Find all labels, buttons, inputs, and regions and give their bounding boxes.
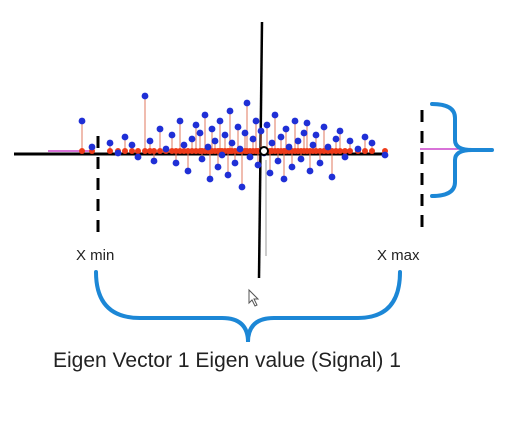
mouse-pointer-icon xyxy=(248,288,260,307)
data-point xyxy=(280,175,288,183)
data-point xyxy=(150,157,158,165)
origin-marker xyxy=(259,146,269,156)
data-point xyxy=(236,145,244,153)
data-point xyxy=(168,131,176,139)
data-point xyxy=(114,149,122,157)
data-point xyxy=(146,137,154,145)
data-point xyxy=(162,145,170,153)
data-point xyxy=(268,139,276,147)
data-point xyxy=(282,125,290,133)
data-point xyxy=(224,171,232,179)
data-point xyxy=(226,107,234,115)
data-point xyxy=(231,159,239,167)
projected-point xyxy=(337,148,343,154)
data-point xyxy=(201,111,209,119)
projected-point xyxy=(122,148,128,154)
data-point xyxy=(241,129,249,137)
data-point xyxy=(320,123,328,131)
data-point xyxy=(156,125,164,133)
projected-point xyxy=(129,148,135,154)
data-point xyxy=(285,143,293,151)
projected-point xyxy=(157,148,163,154)
projected-point xyxy=(151,148,157,154)
data-point xyxy=(243,99,251,107)
projected-point xyxy=(79,148,85,154)
projected-point xyxy=(342,148,348,154)
data-point xyxy=(172,159,180,167)
data-point xyxy=(134,153,142,161)
projected-point xyxy=(107,148,113,154)
data-point xyxy=(106,139,114,147)
data-point xyxy=(291,117,299,125)
data-point xyxy=(238,183,246,191)
data-point xyxy=(312,131,320,139)
data-point xyxy=(288,163,296,171)
data-point xyxy=(354,145,362,153)
data-point xyxy=(381,151,389,159)
data-point xyxy=(341,153,349,161)
data-point xyxy=(88,143,96,151)
data-point xyxy=(332,135,340,143)
data-point xyxy=(214,163,222,171)
data-point xyxy=(196,129,204,137)
data-point xyxy=(218,151,226,159)
projected-point xyxy=(347,148,353,154)
data-point xyxy=(277,133,285,141)
data-point xyxy=(188,135,196,143)
data-point xyxy=(274,157,282,165)
data-point xyxy=(346,137,354,145)
data-point xyxy=(309,141,317,149)
data-point xyxy=(300,129,308,137)
data-point xyxy=(263,121,271,129)
projected-point xyxy=(362,148,368,154)
data-point xyxy=(324,143,332,151)
data-point xyxy=(121,133,129,141)
data-point xyxy=(198,155,206,163)
data-point xyxy=(246,153,254,161)
data-point xyxy=(176,117,184,125)
data-points xyxy=(78,92,389,191)
data-point xyxy=(234,123,242,131)
data-point xyxy=(294,137,302,145)
data-point xyxy=(206,175,214,183)
data-point xyxy=(336,127,344,135)
data-point xyxy=(192,121,200,129)
data-point xyxy=(297,155,305,163)
data-point xyxy=(271,111,279,119)
data-point xyxy=(184,167,192,175)
data-point xyxy=(141,92,149,100)
projected-point xyxy=(142,148,148,154)
data-point xyxy=(316,159,324,167)
data-point xyxy=(204,143,212,151)
data-point xyxy=(303,119,311,127)
projected-point xyxy=(135,148,141,154)
data-point xyxy=(266,169,274,177)
data-point xyxy=(368,139,376,147)
projected-point xyxy=(369,148,375,154)
data-point xyxy=(228,139,236,147)
xmax-label: X max xyxy=(377,247,420,264)
data-point xyxy=(221,131,229,139)
data-point xyxy=(216,117,224,125)
data-point xyxy=(180,141,188,149)
data-point xyxy=(257,127,265,135)
signal-range-brace xyxy=(94,270,402,343)
data-point xyxy=(208,125,216,133)
data-point xyxy=(254,161,262,169)
projected-points xyxy=(79,148,388,154)
data-point xyxy=(78,117,86,125)
data-point xyxy=(361,133,369,141)
data-point xyxy=(128,141,136,149)
xmin-label: X min xyxy=(76,247,114,264)
data-point xyxy=(328,173,336,181)
data-point xyxy=(252,117,260,125)
diagram-caption: Eigen Vector 1 Eigen value (Signal) 1 xyxy=(53,349,401,372)
data-point xyxy=(249,135,257,143)
data-point xyxy=(211,137,219,145)
data-point xyxy=(306,167,314,175)
